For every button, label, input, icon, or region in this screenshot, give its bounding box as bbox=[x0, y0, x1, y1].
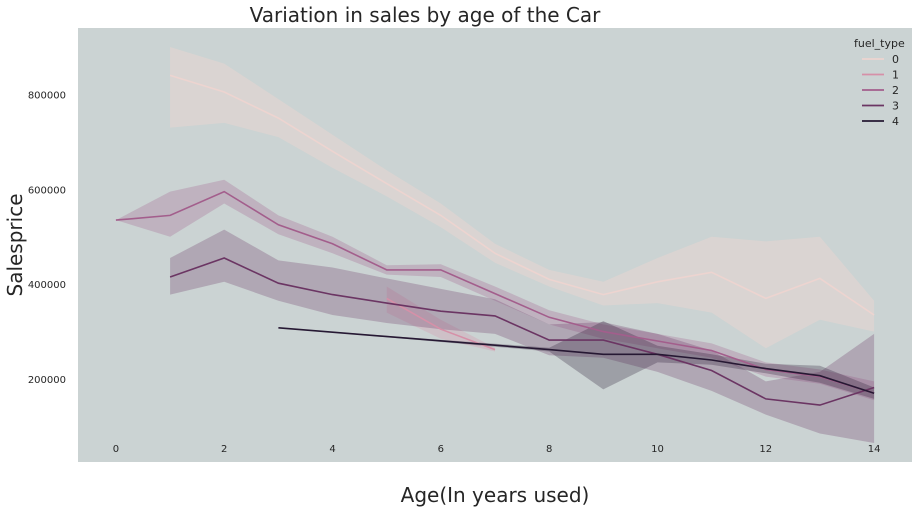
line-fuel-type-2 bbox=[115, 190, 875, 394]
band-fuel-type-0 bbox=[170, 47, 875, 349]
x-tick-label: 10 bbox=[651, 444, 664, 455]
y-tick-label: 400000 bbox=[28, 280, 66, 291]
line-fuel-type-0 bbox=[169, 74, 875, 316]
x-tick-label: 4 bbox=[329, 444, 335, 455]
x-tick-label: 0 bbox=[113, 444, 119, 455]
x-tick-label: 14 bbox=[868, 444, 881, 455]
x-tick-label: 12 bbox=[759, 444, 772, 455]
y-tick-label: 200000 bbox=[28, 375, 66, 386]
y-axis-label: Salesprice bbox=[3, 193, 27, 296]
legend-title: fuel_type bbox=[854, 37, 905, 50]
x-tick-label: 6 bbox=[438, 444, 444, 455]
x-axis-ticks: 0 2 4 6 8 10 12 14 bbox=[113, 444, 881, 455]
y-axis-ticks: 200000 400000 600000 800000 bbox=[28, 90, 66, 386]
legend-label-2: 2 bbox=[892, 84, 899, 97]
plot-area bbox=[78, 28, 912, 462]
x-tick-label: 2 bbox=[221, 444, 227, 455]
legend: fuel_type 0 1 2 3 4 bbox=[854, 37, 905, 128]
legend-label-3: 3 bbox=[892, 100, 899, 113]
x-tick-label: 8 bbox=[546, 444, 552, 455]
legend-label-1: 1 bbox=[892, 69, 899, 82]
y-tick-label: 600000 bbox=[28, 185, 66, 196]
legend-label-0: 0 bbox=[892, 53, 899, 66]
line-fuel-type-3 bbox=[169, 257, 875, 406]
legend-label-4: 4 bbox=[892, 115, 899, 128]
series-lines bbox=[115, 74, 875, 406]
line-fuel-type-4 bbox=[278, 327, 875, 394]
x-axis-label: Age(In years used) bbox=[401, 483, 590, 507]
line-fuel-type-1 bbox=[386, 297, 496, 351]
band-fuel-type-1 bbox=[386, 286, 495, 352]
band-fuel-type-3 bbox=[170, 229, 875, 443]
chart-title: Variation in sales by age of the Car bbox=[250, 3, 602, 27]
y-tick-label: 800000 bbox=[28, 90, 66, 101]
